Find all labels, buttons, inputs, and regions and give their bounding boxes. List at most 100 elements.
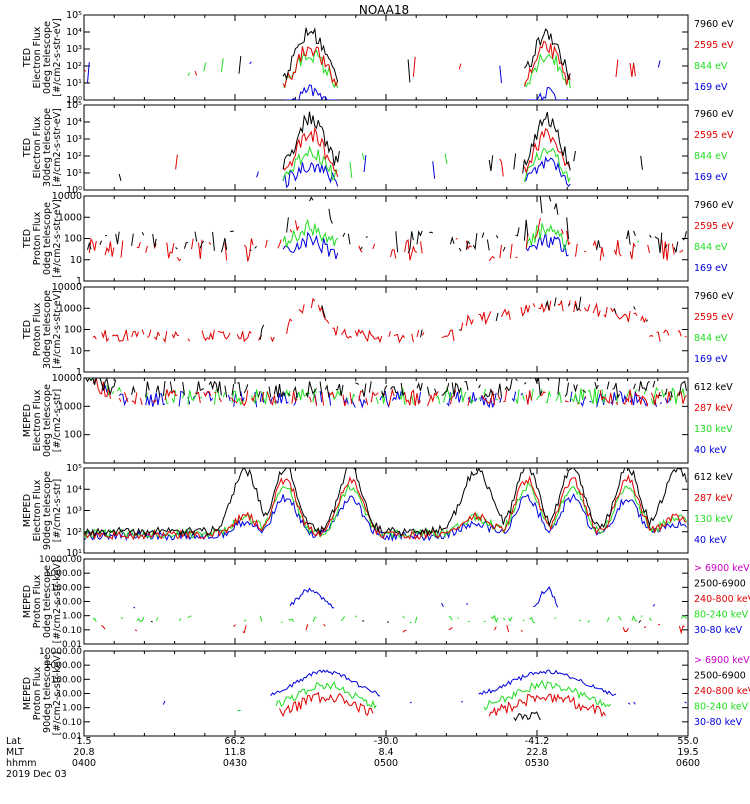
footer-date: 2019 Dec 03 <box>6 769 67 780</box>
y-axis-label-line: MEPED <box>22 677 33 710</box>
footer-value: 0600 <box>676 758 700 769</box>
y-axis-label-line: [#/cm2-s-str-keV] <box>52 560 63 644</box>
y-tick-label: 10000 <box>52 373 82 384</box>
y-tick-label: 100.00 <box>51 583 83 593</box>
legend-entry: 7960 eV <box>694 109 734 120</box>
y-tick-label: 1.00 <box>62 704 82 714</box>
y-tick-label: 0.01 <box>62 640 82 650</box>
y-axis-label-line: Proton Flux <box>32 574 43 628</box>
legend-entry: 844 eV <box>694 242 728 253</box>
series-80-240-kev <box>92 614 687 624</box>
y-tick-label: 0.10 <box>62 718 82 728</box>
y-axis-label-line: [#/cm2-s-str-eV] <box>52 108 63 187</box>
legend-entry: 2595 eV <box>694 221 734 232</box>
legend-entry: 169 eV <box>694 263 728 274</box>
y-tick-label: 10⁰ <box>66 185 82 196</box>
footer-value: 0530 <box>525 758 549 769</box>
legend-entry: 30-80 keV <box>694 717 743 728</box>
traces <box>84 378 687 408</box>
panel-6: 10¹ 10² 10³ 10⁴ 10⁵ MEPED Electron Flux 90deg t… <box>22 463 733 559</box>
y-axis-label-line: MEPED <box>22 585 33 618</box>
panel-3: 1 10 100 1000 10000 TED Proton Flux 0deg telesc… <box>22 191 734 287</box>
legend-entry: 7960 eV <box>694 19 734 30</box>
series-2595-ev <box>92 297 687 344</box>
legend-entry: 2595 eV <box>694 130 734 141</box>
y-axis-label-line: [#/cm2-s-str-eV] <box>52 18 63 97</box>
footer-row-label: hhmm <box>6 758 37 769</box>
y-axis-label-line: [#/cm2-s-str] <box>52 389 63 452</box>
y-tick-label: 1000.00 <box>45 661 82 671</box>
legend-entry: 2500-6900 <box>694 671 746 682</box>
y-tick-label: 100 <box>64 234 82 245</box>
legend-entry: 169 eV <box>694 172 728 183</box>
footer-row-label: Lat <box>6 736 21 747</box>
y-axis-label-line: 90deg telescope <box>42 471 53 550</box>
y-axis-label-line: [#/cm2-s-str-keV] <box>52 652 63 736</box>
legend-entry: 2500-6900 <box>694 579 746 590</box>
footer-value: 22.8 <box>526 747 547 758</box>
y-tick-label: 10⁴ <box>66 27 82 38</box>
footer-value: -30.0 <box>374 736 399 747</box>
traces <box>162 669 687 722</box>
y-tick-label: 10.00 <box>56 690 82 700</box>
y-tick-label: 100 <box>64 430 82 441</box>
y-tick-label: 10 <box>70 346 82 357</box>
series-2500-6900 <box>513 711 541 722</box>
y-axis-label-line: Proton Flux <box>32 211 43 265</box>
y-tick-label: 10¹ <box>66 168 82 179</box>
legend-entry: 844 eV <box>694 151 728 162</box>
legend-entry: 240-800 keV <box>694 686 750 697</box>
traces <box>92 297 687 344</box>
footer-value: 8.4 <box>378 747 393 758</box>
y-axis-label-line: 90deg telescope <box>42 654 53 733</box>
y-tick-label: 1000 <box>58 303 82 314</box>
legend-entry: > 6900 keV <box>694 563 750 574</box>
legend-entry: 40 keV <box>694 535 727 546</box>
y-tick-label: 10⁵ <box>66 10 82 21</box>
footer-value: 0430 <box>223 758 247 769</box>
traces <box>84 468 687 543</box>
y-tick-label: 1000 <box>58 401 82 412</box>
series-240-800-kev <box>101 623 685 635</box>
footer-value: 0500 <box>374 758 398 769</box>
plot-title: NOAA18 <box>359 3 409 17</box>
panel-2: 10⁰ 10¹ 10² 10³ 10⁴ 10⁵ TED Electron Flux 30deg … <box>22 100 734 196</box>
legend-entry: 30-80 keV <box>694 625 743 636</box>
panel-frame <box>83 467 689 554</box>
y-axis-label-line: [#/cm2-s-str-eV] <box>52 290 63 369</box>
y-axis-label-line: 0deg telescope <box>42 202 53 275</box>
y-axis-label-line: 0deg telescope <box>42 565 53 638</box>
legend-entry: 2595 eV <box>694 40 734 51</box>
y-tick-label: 0.10 <box>62 626 82 636</box>
panel-frame <box>83 14 689 101</box>
y-tick-label: 10¹ <box>66 548 82 559</box>
legend-entry: 169 eV <box>694 354 728 365</box>
legend-entry: 130 keV <box>694 424 733 435</box>
footer-value: 20.8 <box>73 747 94 758</box>
y-tick-label: 10⁰ <box>66 95 82 106</box>
panel-frame <box>83 650 689 737</box>
y-tick-label: 10000.00 <box>39 647 82 657</box>
y-tick-label: 10⁵ <box>66 463 82 474</box>
y-axis-label-line: 0deg telescope <box>42 21 53 94</box>
y-axis-label-line: 0deg telescope <box>42 384 53 457</box>
y-axis-label-line: TED <box>22 48 33 68</box>
panel-8: 0.01 0.10 1.00 10.00 100.00 1000.00 10000.00 ME… <box>22 647 750 742</box>
traces <box>92 587 687 635</box>
series-240-800-kev <box>279 691 606 718</box>
footer-value: 19.5 <box>677 747 698 758</box>
legend-entry: 287 keV <box>694 493 733 504</box>
legend-entry: 844 eV <box>694 333 728 344</box>
y-axis-label-line: Proton Flux <box>32 666 43 720</box>
y-axis-label-line: Electron Flux <box>32 389 43 451</box>
y-tick-label: 10¹ <box>66 78 82 89</box>
y-tick-label: 10² <box>66 61 82 72</box>
panel-frame <box>83 286 689 373</box>
legend-entry: 240-800 keV <box>694 594 750 605</box>
panel-frame <box>83 104 689 191</box>
series-169-ev <box>282 231 569 260</box>
legend-entry: 7960 eV <box>694 200 734 211</box>
footer-row-label: MLT <box>6 747 24 758</box>
y-tick-label: 1000.00 <box>45 569 82 579</box>
legend-entry: 40 keV <box>694 445 727 456</box>
